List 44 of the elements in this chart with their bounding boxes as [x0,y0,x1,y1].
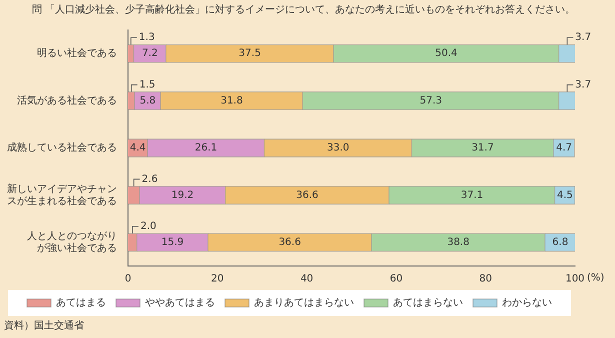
y-tick-label: 新しいアイデアやチャンスが生まれる社会である [7,182,117,207]
data-label: 1.5 [139,79,156,90]
data-label: 4.7 [556,142,572,154]
y-tick-label: 活気がある社会である [17,94,117,106]
data-label: 7.2 [142,48,158,60]
x-tick-label: 100 [565,274,585,285]
y-tick-label: 人と人とのつながりが強い社会である [27,230,117,254]
data-label: 50.4 [435,48,458,60]
x-tick-label: 60 [390,274,403,285]
data-label: 4.4 [130,142,146,154]
chart-title: 問 「人口減少社会、少子高齢化社会」に対するイメージについて、あなたの考えに近いものをそれぞれお答えください。 [32,4,575,16]
y-tick-label: 成熟している社会である [7,142,117,154]
text: 資料）国土交通省 [4,320,84,332]
data-label: 2.0 [140,220,156,232]
data-label: 26.1 [194,142,218,154]
x-tick-label: 80 [479,274,492,285]
legend-label: あてはまらない [393,298,463,309]
data-label: 31.7 [472,142,494,154]
y-tick-label: 明るい社会である [37,47,117,60]
legend-label: あてはまる [56,298,106,309]
legend-label: ややあてはまる [145,298,215,309]
legend-label: わからない [502,298,552,309]
x-tick-label: 20 [211,274,224,285]
data-label: 6.8 [552,236,568,248]
data-label: 57.3 [420,95,442,106]
data-label: 19.2 [171,190,194,201]
data-label: 33.0 [326,142,350,154]
data-label: 3.7 [575,79,592,90]
data-label: 37.5 [238,48,261,60]
data-label: 1.3 [138,32,155,44]
data-label: 37.1 [460,190,484,201]
data-label: 31.8 [220,95,243,106]
data-label: 36.6 [296,190,318,201]
data-label: 3.7 [575,32,592,44]
x-tick-label: 40 [300,274,314,285]
data-label: 36.6 [278,236,301,248]
x-axis-title: (%) [587,272,604,284]
legend-label: あまりあてはまらない [254,298,354,309]
data-label: 2.6 [142,174,158,185]
data-label: 4.5 [556,190,573,201]
x-tick-label: 0 [124,274,132,285]
data-label: 38.8 [447,236,470,248]
data-label: 15.9 [161,236,184,248]
data-label: 5.8 [140,95,156,106]
